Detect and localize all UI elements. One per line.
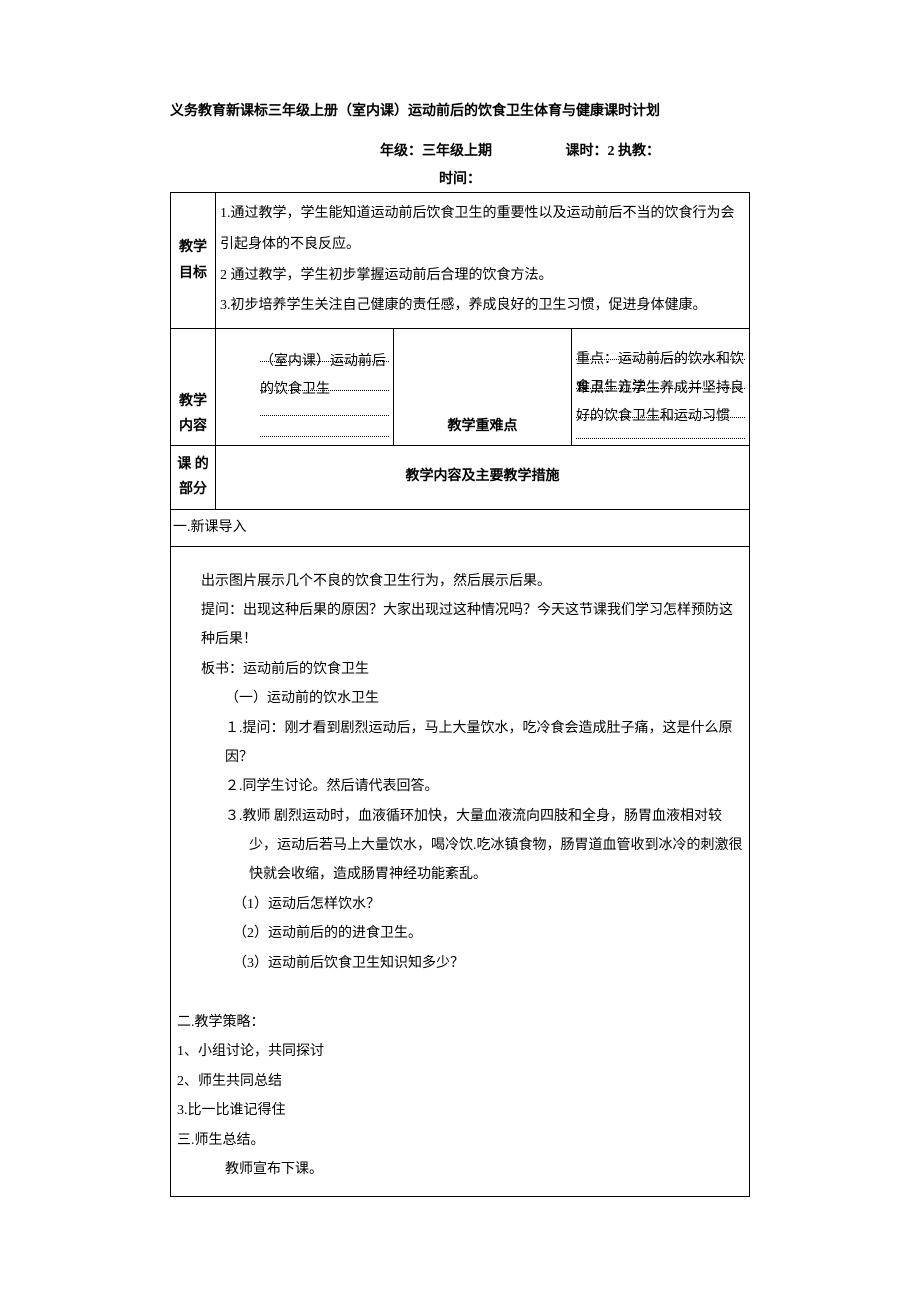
body-line-3: 板书：运动前后的饮食卫生 (177, 655, 743, 684)
content-label: 教学内容 (171, 329, 216, 446)
strategy-1: 1、小组讨论，共同探讨 (177, 1037, 743, 1066)
focus-difficult: 难点：让学生养成并坚持良好的饮食卫生和运动习惯 (576, 375, 745, 431)
lesson-plan-table: 教学目标 1.通过教学，学生能知道运动前后饮食卫生的重要性以及运动前后不当的饮食… (170, 192, 750, 1197)
sub-item-1: １.提问：刚才看到剧烈运动后，马上大量饮水，吃冷食会造成肚子痛，这是什么原因？ (177, 714, 743, 773)
grade-value: 三年级上期 (422, 144, 492, 159)
content-text: （室内课）运动前后的饮食卫生 (260, 348, 389, 404)
period-value: 2 执教： (608, 144, 661, 159)
sub-item-2: ２.同学生讨论。然后请代表回答。 (177, 772, 743, 801)
goal-item-2: 2 通过教学，学生初步掌握运动前后合理的饮食方法。 (220, 261, 745, 292)
sub-item-3: ３.教师 剧烈运动时，血液循环加快，大量血液流向四肢和全身，肠胃血液相对较少，运… (201, 802, 743, 890)
time-label: 时间： (170, 168, 750, 188)
section-label: 课 的部分 (171, 446, 216, 509)
body-line-2: 提问：出现这种后果的原因？大家出现过这种情况吗？今天这节课我们学习怎样预防这种后… (177, 596, 743, 655)
strategy-2: 2、师生共同总结 (177, 1067, 743, 1096)
part3-title: 三.师生总结。 (177, 1126, 743, 1155)
meta-line: 年级：三年级上期 课时：2 执教： (170, 140, 750, 160)
goal-item-3: 3.初步培养学生关注自己健康的责任感，养成良好的卫生习惯，促进身体健康。 (220, 291, 745, 322)
period-label: 课时： (566, 144, 608, 159)
part2-title: 二.教学策略： (177, 1008, 743, 1037)
grade-label: 年级： (380, 144, 422, 159)
lesson-body: 出示图片展示几个不良的饮食卫生行为，然后展示后果。 提问：出现这种后果的原因？大… (171, 546, 750, 1197)
goals-label: 教学目标 (171, 193, 216, 329)
question-2: （2）运动前后的的进食卫生。 (177, 919, 743, 948)
question-3: （3）运动前后饮食卫生知识知多少？ (177, 949, 743, 978)
closing: 教师宣布下课。 (177, 1155, 743, 1184)
strategy-3: 3.比一比谁记得住 (177, 1096, 743, 1125)
part1-title: 一.新课导入 (171, 509, 750, 546)
body-line-1: 出示图片展示几个不良的饮食卫生行为，然后展示后果。 (177, 567, 743, 596)
goals-cell: 1.通过教学，学生能知道运动前后饮食卫生的重要性以及运动前后不当的饮食行为会引起… (216, 193, 750, 329)
document-title: 义务教育新课标三年级上册（室内课）运动前后的饮食卫生体育与健康课时计划 (170, 100, 750, 120)
focus-cell: 重点：运动前后的饮水和饮食卫生方法 难点：让学生养成并坚持良好的饮食卫生和运动习… (572, 329, 750, 446)
sub-a: （一）运动前的饮水卫生 (177, 684, 743, 713)
goal-item-1: 1.通过教学，学生能知道运动前后饮食卫生的重要性以及运动前后不当的饮食行为会引起… (220, 199, 745, 261)
section-heading: 教学内容及主要教学措施 (216, 446, 750, 509)
content-cell: （室内课）运动前后的饮食卫生 (216, 329, 394, 446)
question-1: （1）运动后怎样饮水？ (177, 890, 743, 919)
focus-label: 教学重难点 (394, 329, 572, 446)
